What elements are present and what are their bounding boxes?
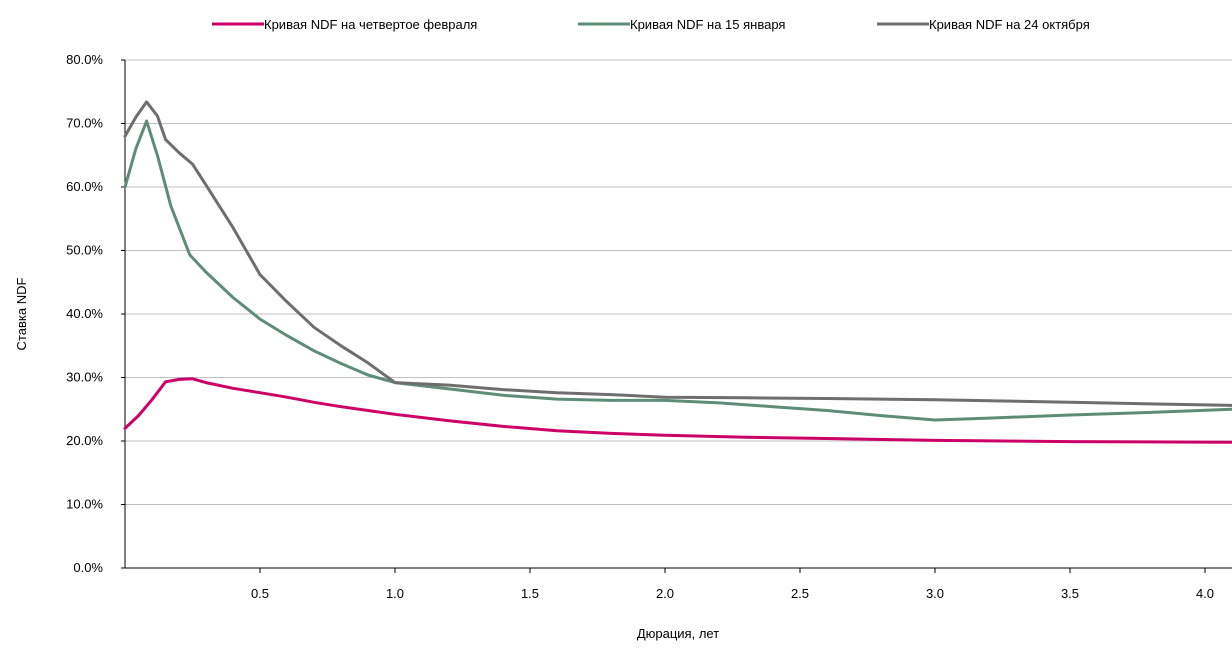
- x-tick-labels: 0.5 1.0 1.5 2.0 2.5 3.0 3.5 4.0: [251, 568, 1214, 601]
- y-axis-label: Ставка NDF: [14, 278, 29, 351]
- series-lines: [123, 100, 1232, 444]
- x-axis-label: Дюрация, лет: [637, 626, 719, 641]
- legend-label: Кривая NDF на четвертое февраля: [264, 17, 477, 32]
- x-tick-label: 3.0: [926, 586, 944, 601]
- series-line-2: [123, 119, 1232, 422]
- series-line-1: [123, 377, 1232, 444]
- x-tick-label: 1.0: [386, 586, 404, 601]
- grid-lines: [125, 59, 1232, 505]
- x-tick-label: 3.5: [1061, 586, 1079, 601]
- series-line-3: [123, 100, 1232, 407]
- x-tick-label: 1.5: [521, 586, 539, 601]
- x-tick-label: 0.5: [251, 586, 269, 601]
- legend-label: Кривая NDF на 15 января: [630, 17, 785, 32]
- x-tick-label: 2.5: [791, 586, 809, 601]
- y-tick-label: 0.0%: [73, 560, 103, 575]
- y-tick-label: 20.0%: [66, 433, 103, 448]
- x-tick-label: 2.0: [656, 586, 674, 601]
- y-tick-label: 80.0%: [66, 52, 103, 67]
- y-tick-label: 30.0%: [66, 370, 103, 385]
- y-tick-label: 10.0%: [66, 497, 103, 512]
- y-tick-label: 50.0%: [66, 243, 103, 258]
- legend: Кривая NDF на четвертое февраля Кривая ND…: [212, 17, 1090, 32]
- y-tick-labels: 0.0% 10.0% 20.0% 30.0% 40.0% 50.0% 60.0% 70.0% 8…: [66, 52, 125, 575]
- y-tick-label: 60.0%: [66, 179, 103, 194]
- y-tick-label: 70.0%: [66, 116, 103, 131]
- y-tick-label: 40.0%: [66, 306, 103, 321]
- legend-label: Кривая NDF на 24 октября: [929, 17, 1090, 32]
- x-tick-label: 4.0: [1196, 586, 1214, 601]
